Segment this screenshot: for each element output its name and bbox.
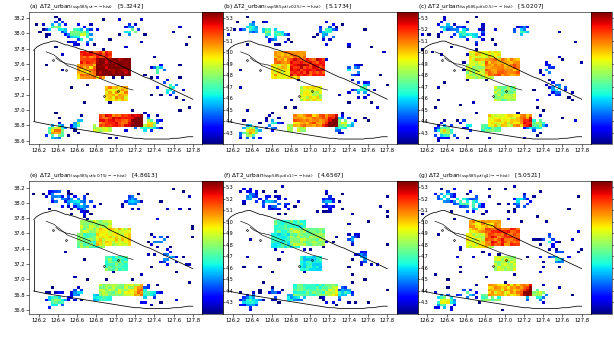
Text: (e) ΔT2_urban$_{\sf{(ssp585_fut(c0.75) -- hist)}}$   [4.8613]: (e) ΔT2_urban$_{\sf{(ssp585_fut(c0.75) -… bbox=[29, 172, 158, 181]
Text: (g) ΔT2_urban$_{\sf{(ssp585_fut(g1) -- hist)}}$   [5.0521]: (g) ΔT2_urban$_{\sf{(ssp585_fut(g1) -- h… bbox=[418, 172, 541, 181]
Text: (f) ΔT2_urban$_{\sf{(ssp585_fut(c1) -- hist)}}$   [4.6567]: (f) ΔT2_urban$_{\sf{(ssp585_fut(c1) -- h… bbox=[223, 172, 345, 181]
Text: (b) ΔT2_urban$_{\sf{(ssp585_fut(c0.25) -- hist)}}$   [5.1734]: (b) ΔT2_urban$_{\sf{(ssp585_fut(c0.25) -… bbox=[223, 2, 352, 12]
Text: (c) ΔT2_urban$_{\sf{(ssp585_fut(c0.5)-- hist)}}$   [5.0207]: (c) ΔT2_urban$_{\sf{(ssp585_fut(c0.5)-- … bbox=[418, 2, 544, 12]
Text: (a) ΔT2_urban$_{\sf{(ssp585_fut -- hist)}}$   [5.3242]: (a) ΔT2_urban$_{\sf{(ssp585_fut -- hist)… bbox=[29, 2, 144, 12]
